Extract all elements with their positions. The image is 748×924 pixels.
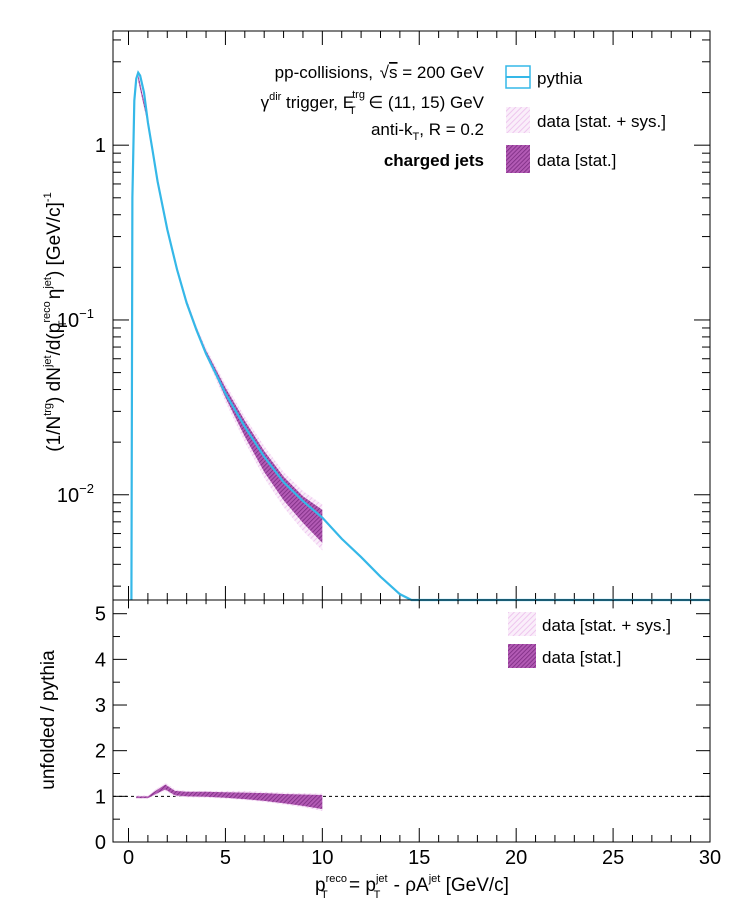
legend-marker-stat bbox=[506, 145, 530, 173]
x-tick-label: 15 bbox=[408, 847, 430, 869]
series-band-data-stat bbox=[138, 74, 323, 543]
y-tick-label: 10−2 bbox=[57, 481, 94, 507]
x-tick-label: 20 bbox=[505, 847, 527, 869]
y-tick-label: 1 bbox=[95, 135, 106, 157]
y-tick-label: 2 bbox=[95, 741, 106, 763]
lower-y-tick-labels: 0 1 2 3 4 5 bbox=[95, 604, 106, 854]
lower-legend-marker-stat bbox=[508, 644, 536, 668]
upper-legend: pythia data [stat. + sys.] data [stat.] bbox=[505, 65, 666, 173]
annotation-collisions: pp-collisions, √s = 200 GeV bbox=[275, 63, 485, 82]
x-axis-title: preco T = pjet T - ρAjet [GeV/c] bbox=[315, 873, 509, 901]
annotation-jet-type: charged jets bbox=[384, 151, 484, 170]
x-tick-labels: 0 5 10 15 20 25 30 bbox=[123, 847, 721, 869]
lower-series bbox=[136, 782, 323, 811]
legend-marker-stat-sys bbox=[506, 107, 530, 133]
lower-ticks bbox=[113, 600, 711, 843]
series-band-data-stat-sys bbox=[138, 72, 323, 551]
y-tick-label: 3 bbox=[95, 695, 106, 717]
lower-legend-label-stat: data [stat.] bbox=[542, 648, 621, 667]
annotation-algorithm: anti-kT, R = 0.2 bbox=[371, 120, 484, 143]
series-line-pythia bbox=[130, 70, 710, 602]
x-tick-label: 0 bbox=[123, 847, 134, 869]
lower-legend: data [stat. + sys.] data [stat.] bbox=[508, 612, 671, 668]
legend-label-stat: data [stat.] bbox=[537, 151, 616, 170]
y-tick-label: 10−1 bbox=[57, 306, 94, 332]
lower-plot-frame bbox=[112, 599, 711, 843]
ratio-band-data-stat bbox=[136, 784, 323, 810]
upper-series bbox=[130, 70, 710, 602]
upper-y-tick-labels: 1 10−1 10−2 bbox=[57, 135, 106, 507]
upper-ticks bbox=[113, 31, 711, 600]
lower-legend-marker-stat-sys bbox=[508, 612, 536, 636]
x-tick-label: 5 bbox=[220, 847, 231, 869]
y-tick-label: 0 bbox=[95, 832, 106, 854]
y-tick-label: 1 bbox=[95, 786, 106, 808]
x-tick-label: 25 bbox=[602, 847, 624, 869]
upper-y-axis-title: (1/Ntrg) dNjet/d(precoT ηjet) [GeV/c]-1 bbox=[41, 192, 69, 451]
legend-label-stat-sys: data [stat. + sys.] bbox=[537, 112, 666, 131]
lower-y-axis-title: unfolded / pythia bbox=[38, 650, 59, 790]
x-tick-label: 10 bbox=[311, 847, 333, 869]
legend-marker-pythia-box bbox=[505, 65, 531, 89]
lower-legend-label-stat-sys: data [stat. + sys.] bbox=[542, 616, 671, 635]
x-tick-label: 30 bbox=[699, 847, 721, 869]
y-tick-label: 5 bbox=[95, 604, 106, 626]
y-tick-label: 4 bbox=[95, 649, 106, 671]
annotation-trigger: γdir trigger, Etrg T ∈ (11, 15) GeV bbox=[261, 89, 485, 117]
legend-label-pythia: pythia bbox=[537, 69, 583, 88]
